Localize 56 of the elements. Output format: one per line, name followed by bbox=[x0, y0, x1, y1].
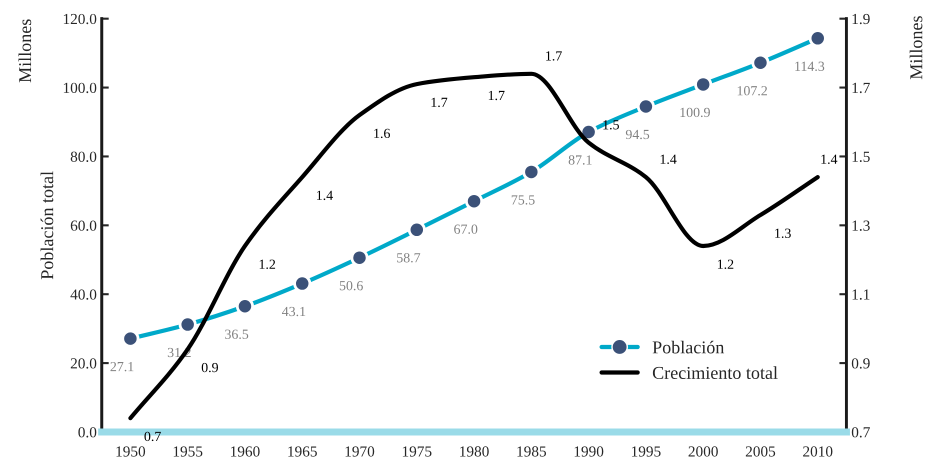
data-label: 75.5 bbox=[512, 195, 535, 205]
y-tick-label: 40.0 bbox=[70, 289, 96, 300]
data-label: 58.7 bbox=[397, 253, 420, 263]
x-tick-label: 1990 bbox=[574, 446, 604, 457]
y-tick-label: 60.0 bbox=[70, 220, 96, 231]
legend-label: Crecimiento total bbox=[652, 366, 778, 379]
y-tick-label: 0.0 bbox=[78, 427, 96, 438]
y2-tick-label: 0.9 bbox=[852, 358, 870, 369]
x-tick-label: 1980 bbox=[460, 446, 489, 457]
data-label: 0.9 bbox=[202, 362, 218, 372]
y-axis-title: Población total bbox=[40, 171, 54, 280]
data-label: 1.7 bbox=[488, 90, 505, 100]
y2-axis-title: Millones bbox=[910, 16, 922, 80]
y-tick-label: 120.0 bbox=[64, 14, 96, 24]
y-tick-label: 80.0 bbox=[70, 152, 96, 162]
x-tick-label: 2005 bbox=[746, 446, 776, 457]
data-label: 36.5 bbox=[225, 330, 248, 339]
x-tick-label: 1985 bbox=[517, 446, 546, 457]
data-label: 43.1 bbox=[282, 306, 306, 316]
data-label: 107.2 bbox=[738, 86, 767, 96]
data-label: 1.6 bbox=[374, 128, 390, 138]
data-label: 100.9 bbox=[680, 108, 710, 118]
legend-label: Población bbox=[652, 340, 724, 354]
data-label: 87.1 bbox=[568, 155, 592, 165]
data-label: 94.5 bbox=[626, 130, 650, 140]
x-tick-label: 1950 bbox=[116, 446, 146, 457]
data-label: 1.2 bbox=[260, 260, 276, 269]
data-label: 1.4 bbox=[660, 154, 677, 164]
data-label: 1.2 bbox=[718, 260, 734, 269]
y2-tick-label: 1.9 bbox=[852, 14, 870, 24]
y-tick-label: 20.0 bbox=[70, 358, 96, 369]
data-label: 1.7 bbox=[546, 51, 562, 61]
x-tick-label: 1955 bbox=[174, 446, 202, 457]
data-label: 50.6 bbox=[340, 280, 363, 290]
x-tick-label: 2000 bbox=[688, 446, 718, 457]
y-tick-label: 100.0 bbox=[64, 82, 96, 94]
y2-tick-label: 1.7 bbox=[852, 82, 870, 94]
data-label: 27.1 bbox=[110, 362, 134, 372]
data-label: 0.7 bbox=[144, 432, 161, 442]
x-tick-label: 1960 bbox=[231, 446, 260, 457]
data-label: 114.3 bbox=[795, 62, 824, 72]
data-label: 67.0 bbox=[454, 224, 478, 234]
y2-tick-label: 0.7 bbox=[852, 427, 870, 438]
y2-tick-label: 1.1 bbox=[852, 289, 870, 300]
data-label: 1.4 bbox=[821, 154, 838, 164]
data-label: 1.7 bbox=[432, 98, 448, 108]
data-label: 1.3 bbox=[775, 228, 791, 238]
x-tick-label: 1965 bbox=[288, 446, 317, 457]
x-tick-label: 1975 bbox=[402, 446, 432, 457]
y2-tick-label: 1.5 bbox=[852, 152, 870, 162]
text: Millones bbox=[18, 19, 32, 82]
y2-tick-label: 1.3 bbox=[852, 220, 870, 231]
data-label: 1.4 bbox=[316, 190, 333, 200]
x-tick-label: 2010 bbox=[803, 446, 832, 457]
x-tick-label: 1970 bbox=[346, 446, 374, 457]
x-tick-label: 1995 bbox=[632, 446, 661, 457]
